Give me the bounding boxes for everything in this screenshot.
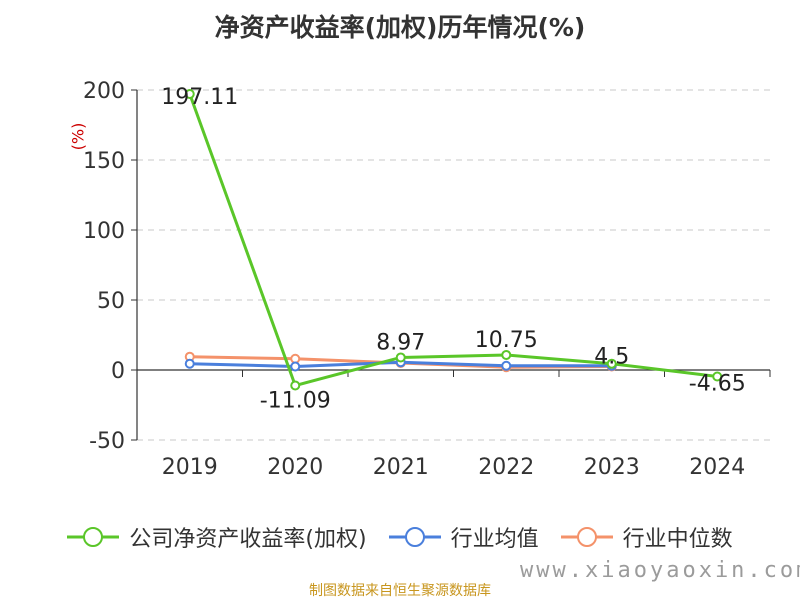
legend-swatch-industry-median-icon bbox=[560, 527, 613, 547]
legend-label-company: 公司净资产收益率(加权) bbox=[129, 527, 367, 552]
y-tick-label: 50 bbox=[97, 289, 125, 314]
data-label: 197.11 bbox=[161, 85, 238, 110]
legend-swatch-company-icon bbox=[67, 527, 120, 547]
data-point bbox=[184, 358, 195, 369]
x-tick-label: 2022 bbox=[478, 455, 534, 480]
x-tick-label: 2021 bbox=[373, 455, 429, 480]
data-point bbox=[501, 349, 512, 360]
x-tick-label: 2020 bbox=[267, 455, 323, 480]
legend-item-company[interactable]: 公司净资产收益率(加权) bbox=[67, 521, 367, 553]
series-line bbox=[188, 93, 718, 388]
data-point bbox=[501, 360, 512, 371]
y-tick-label: 150 bbox=[83, 149, 125, 174]
data-point bbox=[712, 371, 723, 382]
x-tick-label: 2023 bbox=[584, 455, 640, 480]
y-tick-label: -50 bbox=[89, 429, 125, 454]
legend-item-industry-mean[interactable]: 行业均值 bbox=[388, 521, 539, 553]
x-tick-label: 2024 bbox=[689, 455, 745, 480]
data-label: -4.65 bbox=[689, 372, 746, 397]
watermark: www.xiaoyaoxin.com bbox=[520, 558, 800, 583]
y-tick-label: 0 bbox=[111, 359, 125, 384]
data-point bbox=[290, 380, 301, 391]
y-tick-label: 100 bbox=[83, 219, 125, 244]
data-point bbox=[184, 89, 195, 100]
data-point bbox=[290, 361, 301, 372]
data-label: -11.09 bbox=[260, 389, 331, 414]
legend-swatch-industry-mean-icon bbox=[388, 527, 441, 547]
data-point bbox=[606, 358, 617, 369]
data-source-note: 制图数据来自恒生聚源数据库 bbox=[309, 583, 491, 599]
legend-item-industry-median[interactable]: 行业中位数 bbox=[560, 521, 733, 553]
data-label: 8.97 bbox=[376, 330, 425, 355]
y-tick-label: 200 bbox=[83, 79, 125, 104]
legend: 公司净资产收益率(加权) 行业均值 行业中位数 bbox=[0, 520, 800, 554]
data-label: 10.75 bbox=[475, 328, 538, 353]
chart-title: 净资产收益率(加权)历年情况(%) bbox=[214, 13, 586, 42]
legend-label-industry-median: 行业中位数 bbox=[622, 527, 733, 552]
data-label: 4.5 bbox=[594, 345, 629, 370]
data-point bbox=[395, 352, 406, 363]
legend-label-industry-mean: 行业均值 bbox=[450, 527, 539, 552]
x-tick-label: 2019 bbox=[162, 455, 218, 480]
